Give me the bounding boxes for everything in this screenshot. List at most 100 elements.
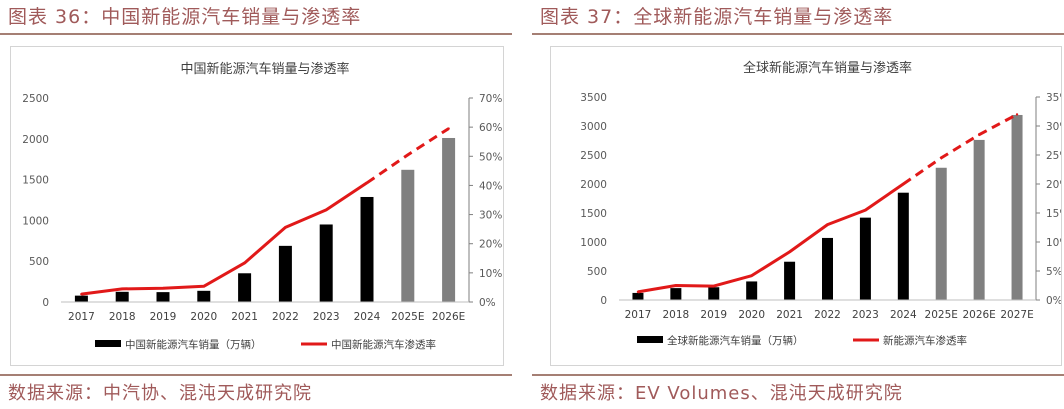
bottom-rule (0, 374, 512, 376)
y-right-tick-label: 0% (479, 297, 496, 309)
line-point-2017 (80, 292, 83, 296)
y-left-tick-label: 0 (42, 297, 49, 309)
line-point-2018 (674, 284, 678, 287)
chart-title: 中国新能源汽车销量与渗透率 (180, 61, 349, 77)
line-point-2022 (284, 226, 287, 229)
line-point-2026E (977, 133, 981, 136)
line-point-2026E (447, 127, 450, 130)
y-right-tick-label: 10% (1046, 237, 1061, 249)
y-left-tick-label: 1500 (580, 208, 607, 220)
x-tick-label: 2021 (231, 311, 258, 323)
y-left-tick-label: 2500 (22, 93, 49, 105)
x-tick-label: 2018 (109, 311, 136, 323)
line-point-2024 (902, 182, 905, 186)
bar-2024 (360, 196, 374, 302)
line-point-2018 (121, 287, 124, 291)
y-right-tick-label: 15% (1046, 208, 1061, 220)
bar-2020 (197, 290, 211, 302)
chart-37-frame: 全球新能源汽车销量与渗透率 0 500 1000 1500 2000 2500 3000 350… (550, 46, 1064, 366)
legend-line-label: 中国新能源汽车渗透率 (331, 338, 436, 351)
figure-36-label: 图表 36：中国新能源汽车销量与渗透率 (8, 6, 362, 28)
line-point-2023 (864, 208, 867, 212)
x-tick-label: 2020 (738, 309, 765, 321)
y-right-tick-label: 40% (479, 180, 502, 192)
legend-bar-swatch (95, 340, 121, 347)
y-left-tick-label: 2000 (580, 179, 607, 191)
bar-2024 (897, 192, 909, 300)
x-tick-label: 2023 (852, 309, 879, 321)
line-point-2019 (161, 287, 165, 290)
line-point-2023 (325, 208, 328, 212)
x-tick-label: 2026E (432, 311, 465, 323)
y-right-tick-label: 30% (479, 210, 502, 222)
bottom-rule (532, 374, 1064, 376)
bar-2027E (1011, 114, 1023, 300)
y-right-tick-label: 10% (479, 268, 502, 280)
y-right-tick-label: 25% (1046, 150, 1061, 162)
bar-2017 (74, 295, 88, 302)
y-right-tick-label: 30% (1046, 121, 1061, 133)
y-left-tick-label: 1000 (22, 215, 49, 227)
line-point-2025E (406, 153, 409, 157)
figure-36-source: 数据来源：中汽协、混沌天成研究院 (8, 383, 312, 404)
bar-2021 (784, 261, 796, 300)
x-tick-label: 2021 (776, 309, 803, 321)
line-point-2017 (636, 290, 640, 294)
y-right-tick-label: 5% (1046, 266, 1061, 278)
x-tick-label: 2025E (925, 309, 958, 321)
x-tick-label: 2026E (962, 309, 995, 321)
legend-bar-swatch (637, 336, 663, 343)
y-right-tick-label: 70% (479, 93, 502, 105)
bar-2025E (401, 169, 415, 302)
x-tick-label: 2019 (700, 309, 727, 321)
x-tick-label: 2023 (313, 311, 340, 323)
y-right-tick-label: 60% (479, 122, 502, 134)
y-left-tick-label: 2500 (580, 150, 607, 162)
x-tick-label: 2022 (814, 309, 841, 321)
line-series-actual (637, 182, 905, 294)
bar-2023 (859, 217, 871, 300)
bar-2022 (278, 245, 292, 302)
chart-36-frame: 中国新能源汽车销量与渗透率 0 500 1000 1500 2000 2500 0% 10% 20… (10, 46, 504, 366)
bar-2017 (632, 292, 644, 300)
y-right-tick-label: 35% (1046, 92, 1061, 104)
y-left-tick-label: 1000 (580, 237, 607, 249)
line-series-actual (81, 181, 368, 296)
line-point-2019 (712, 284, 715, 288)
line-point-2021 (788, 250, 791, 254)
x-tick-label: 2027E (1000, 309, 1033, 321)
figure-37-source: 数据来源：EV Volumes、混沌天成研究院 (540, 383, 903, 404)
bar-2026E (442, 137, 456, 302)
chart-title: 全球新能源汽车销量与渗透率 (743, 60, 912, 76)
y-left-tick-label: 500 (587, 266, 607, 278)
y-left-tick-label: 3500 (580, 92, 607, 104)
line-series-forecast (902, 113, 1018, 186)
bar-2020 (746, 281, 758, 300)
y-left-tick-label: 500 (29, 256, 49, 268)
bar-2026E (973, 139, 985, 300)
x-tick-label: 2017 (625, 309, 652, 321)
y-right-tick-label: 0% (1046, 295, 1061, 307)
bar-2018 (115, 291, 129, 302)
y-left-tick-label: 3000 (580, 121, 607, 133)
bar-2021 (238, 273, 252, 302)
y-left-tick-label: 1500 (22, 175, 49, 187)
line-point-2022 (826, 223, 829, 226)
top-rule (0, 33, 512, 35)
bar-2022 (822, 237, 833, 300)
bar-2025E (935, 167, 947, 300)
line-point-2027E (1015, 113, 1019, 116)
legend-bar-label: 全球新能源汽车销量（万辆） (667, 334, 804, 347)
x-tick-label: 2019 (150, 311, 177, 323)
y-right-tick-label: 20% (1046, 179, 1061, 191)
figure-37-label: 图表 37：全球新能源汽车销量与渗透率 (540, 6, 894, 28)
chart-36-svg: 中国新能源汽车销量与渗透率 0 500 1000 1500 2000 2500 0% 10% 20… (22, 61, 502, 351)
bar-2019 (708, 287, 720, 300)
x-tick-label: 2022 (272, 311, 299, 323)
y-right-tick-label: 50% (479, 151, 502, 163)
y-left-tick-label: 0 (600, 295, 607, 307)
x-tick-label: 2017 (68, 311, 95, 323)
bar-2023 (319, 224, 333, 302)
line-point-2021 (243, 261, 246, 265)
x-tick-label: 2018 (662, 309, 689, 321)
